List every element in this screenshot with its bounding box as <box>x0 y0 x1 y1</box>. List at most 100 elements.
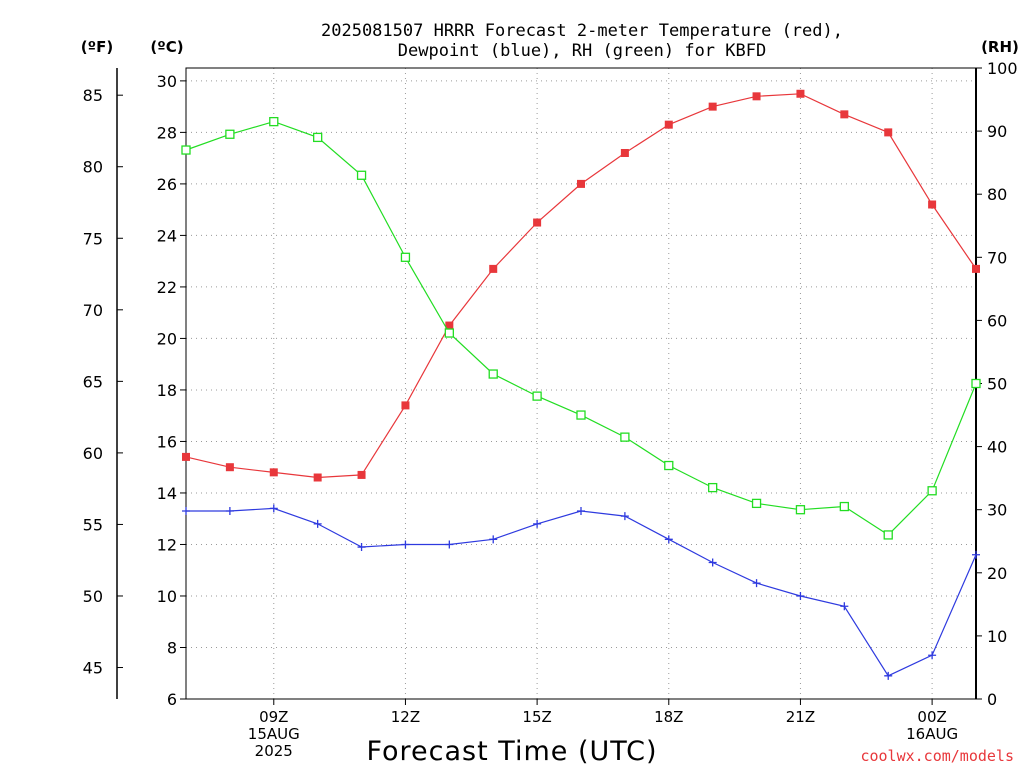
rh-tick-label: 50 <box>987 375 1007 394</box>
series-line-temp <box>185 93 977 479</box>
data-point-temp <box>972 264 980 273</box>
data-point-rh <box>883 530 893 540</box>
data-point-rh <box>927 486 937 496</box>
data-point-temp <box>577 179 585 188</box>
x-tick-label: 16AUG <box>906 725 958 743</box>
data-point-dewpoint <box>708 558 717 567</box>
chart-title: 2025081507 HRRR Forecast 2-meter Tempera… <box>321 21 843 41</box>
x-tick-label: 18Z <box>654 708 683 726</box>
data-point-temp <box>182 452 190 461</box>
data-point-temp <box>752 92 761 101</box>
x-tick-label: 00Z <box>917 708 946 726</box>
data-point-dewpoint <box>489 535 498 544</box>
data-point-temp <box>269 468 278 477</box>
fahrenheit-tick-label: 45 <box>83 659 103 678</box>
credit-text: coolwx.com/models <box>860 747 1014 765</box>
data-point-rh <box>532 391 542 401</box>
data-point-rh <box>444 328 454 338</box>
data-point-temp <box>928 200 937 209</box>
data-point-temp <box>533 218 542 227</box>
plot-frame <box>185 67 977 700</box>
rh-tick-label: 70 <box>987 248 1007 267</box>
data-point-rh <box>664 460 674 471</box>
data-point-dewpoint <box>313 519 322 528</box>
axes: 6 8 10 12 14 16 18 20 22 24 26 28 30 45 50 55 60 65 70 75 80… <box>83 59 1018 760</box>
data-point-dewpoint <box>577 506 585 515</box>
data-point-rh <box>751 498 762 509</box>
chart-subtitle: Dewpoint (blue), RH (green) for KBFD <box>398 41 766 61</box>
celsius-tick-label: 14 <box>157 484 177 503</box>
data-point-rh <box>313 132 323 143</box>
x-tick-label: 09Z <box>259 708 288 726</box>
data-point-rh <box>708 482 718 493</box>
data-point-rh <box>269 116 279 127</box>
data-point-temp <box>620 148 629 157</box>
celsius-tick-label: 28 <box>157 123 177 142</box>
celsius-tick-label: 8 <box>167 638 177 657</box>
celsius-tick-label: 10 <box>157 587 177 606</box>
data-point-temp <box>796 89 805 98</box>
data-point-dewpoint <box>357 543 366 552</box>
celsius-tick-label: 30 <box>157 72 177 91</box>
rh-tick-label: 90 <box>987 122 1007 141</box>
data-point-dewpoint <box>269 504 278 513</box>
data-point-dewpoint <box>840 602 849 611</box>
data-point-dewpoint <box>796 591 805 600</box>
data-point-temp <box>445 321 454 330</box>
fahrenheit-tick-label: 80 <box>83 158 103 177</box>
fahrenheit-tick-label: 65 <box>83 372 103 391</box>
rh-unit-label: (RH) <box>981 38 1019 56</box>
data-point-dewpoint <box>445 540 454 549</box>
grid-lines <box>186 68 976 700</box>
data-point-temp <box>489 264 498 273</box>
celsius-tick-label: 24 <box>157 226 177 245</box>
fahrenheit-unit-label: (ºF) <box>81 38 113 56</box>
data-point-temp <box>708 102 717 111</box>
data-point-dewpoint <box>884 671 893 680</box>
data-point-dewpoint <box>401 540 410 549</box>
data-point-temp <box>313 473 322 482</box>
data-point-rh <box>839 501 849 512</box>
data-point-temp <box>401 401 410 410</box>
data-point-temp <box>840 110 849 119</box>
x-tick-label: 15AUG <box>248 725 300 743</box>
celsius-unit-label: (ºC) <box>150 38 183 56</box>
fahrenheit-tick-label: 75 <box>83 229 103 248</box>
data-point-rh <box>181 145 191 155</box>
data-point-dewpoint <box>182 506 190 515</box>
celsius-tick-label: 16 <box>157 432 177 451</box>
data-point-rh <box>356 170 367 180</box>
rh-tick-label: 30 <box>987 501 1007 520</box>
rh-tick-label: 20 <box>987 564 1007 583</box>
data-point-rh <box>971 378 981 389</box>
data-point-rh <box>576 410 586 420</box>
x-tick-label: 2025 <box>255 742 293 760</box>
celsius-tick-label: 18 <box>157 381 177 400</box>
x-tick-label: 12Z <box>391 708 420 726</box>
data-point-rh <box>795 505 806 515</box>
data-point-temp <box>225 463 234 472</box>
fahrenheit-tick-label: 70 <box>83 301 103 320</box>
data-point-dewpoint <box>752 579 761 588</box>
fahrenheit-tick-label: 85 <box>83 86 103 105</box>
data-point-rh <box>620 432 630 442</box>
celsius-tick-label: 12 <box>157 535 177 554</box>
rh-tick-label: 80 <box>987 185 1007 204</box>
celsius-tick-label: 6 <box>167 690 177 709</box>
series-line-dewpoint <box>186 507 977 677</box>
celsius-tick-label: 20 <box>157 329 177 348</box>
data-point-temp <box>884 128 893 137</box>
data-point-rh <box>225 129 235 139</box>
rh-tick-label: 0 <box>987 690 997 709</box>
rh-tick-label: 40 <box>987 438 1007 457</box>
rh-tick-label: 100 <box>987 59 1018 78</box>
celsius-tick-label: 26 <box>157 175 177 194</box>
rh-tick-label: 60 <box>987 311 1007 330</box>
fahrenheit-tick-label: 50 <box>83 587 103 606</box>
fahrenheit-tick-label: 60 <box>83 444 103 463</box>
data-point-dewpoint <box>972 550 980 559</box>
x-axis-label: Forecast Time (UTC) <box>366 736 657 767</box>
data-series <box>181 89 981 680</box>
data-point-temp <box>664 120 673 129</box>
